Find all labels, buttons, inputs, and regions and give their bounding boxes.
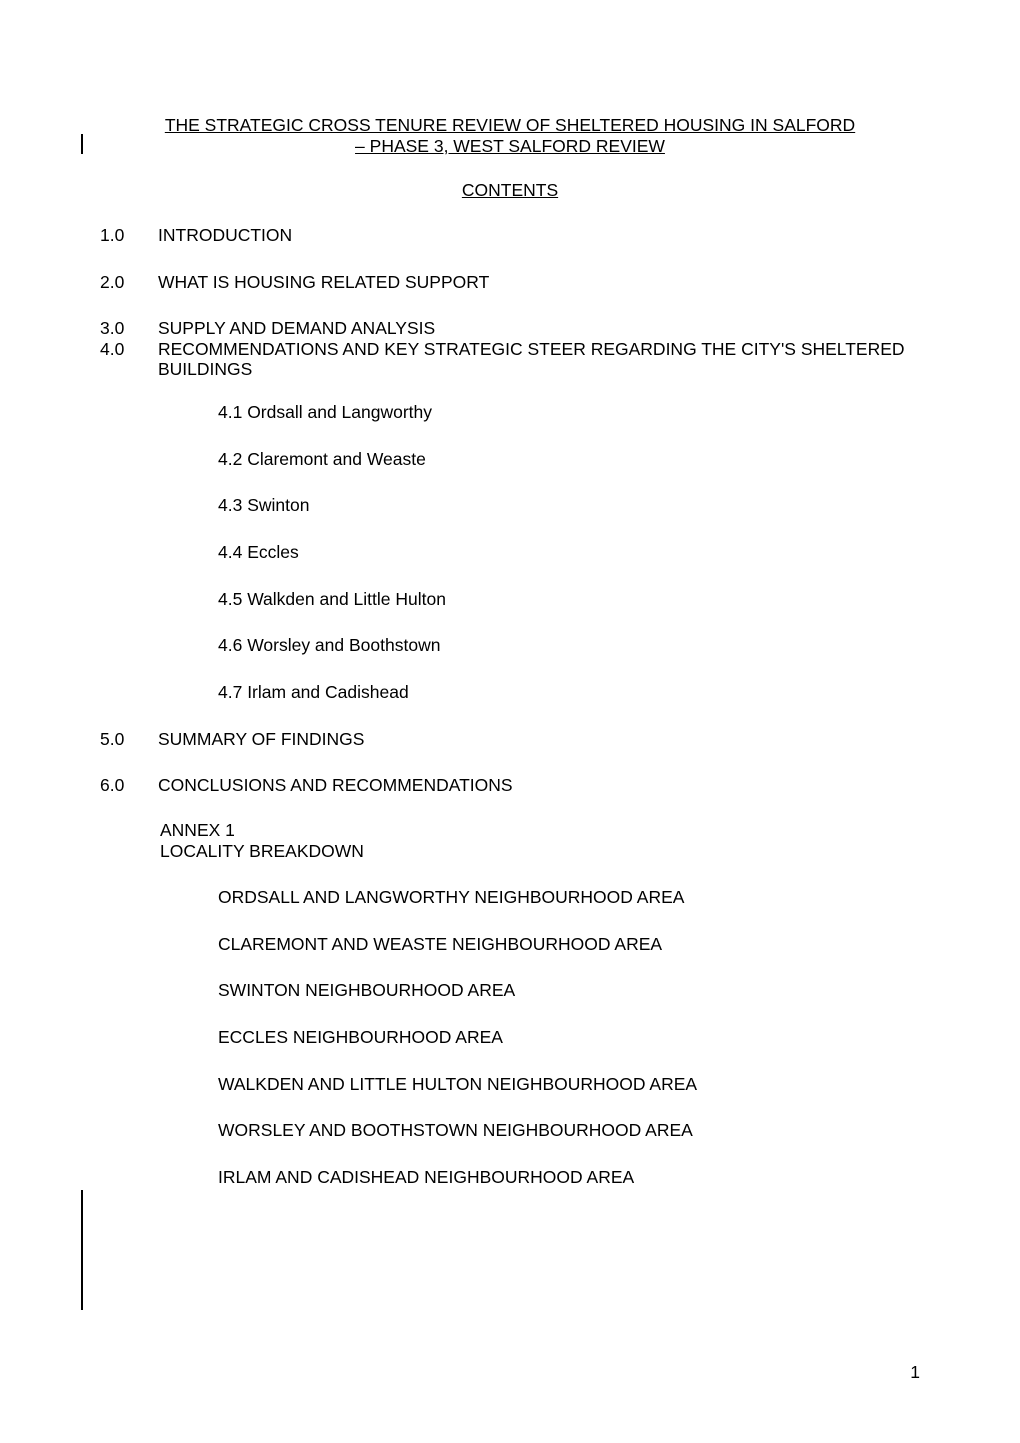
toc-label: CONCLUSIONS AND RECOMMENDATIONS bbox=[158, 775, 513, 796]
toc-subitem: 4.4 Eccles bbox=[218, 542, 920, 563]
annex-subtitle: LOCALITY BREAKDOWN bbox=[160, 841, 920, 862]
annex-area: WALKDEN AND LITTLE HULTON NEIGHBOURHOOD … bbox=[218, 1074, 920, 1095]
annex-area: SWINTON NEIGHBOURHOOD AREA bbox=[218, 980, 920, 1001]
document-title: THE STRATEGIC CROSS TENURE REVIEW OF SHE… bbox=[100, 115, 920, 156]
toc-row-6: 6.0 CONCLUSIONS AND RECOMMENDATIONS bbox=[100, 775, 920, 796]
revision-bar-top bbox=[81, 134, 83, 154]
annex-areas: ORDSALL AND LANGWORTHY NEIGHBOURHOOD ARE… bbox=[218, 887, 920, 1187]
toc-subitem: 4.6 Worsley and Boothstown bbox=[218, 635, 920, 656]
toc-subitem: 4.1 Ordsall and Langworthy bbox=[218, 402, 920, 423]
annex-area: WORSLEY AND BOOTHSTOWN NEIGHBOURHOOD ARE… bbox=[218, 1120, 920, 1141]
toc-number: 1.0 bbox=[100, 225, 158, 246]
annex-title: ANNEX 1 bbox=[160, 820, 920, 841]
toc-row-3: 3.0 SUPPLY AND DEMAND ANALYSIS bbox=[100, 318, 920, 339]
document-page: THE STRATEGIC CROSS TENURE REVIEW OF SHE… bbox=[0, 0, 1020, 1443]
annex-area: CLAREMONT AND WEASTE NEIGHBOURHOOD AREA bbox=[218, 934, 920, 955]
revision-bar-bottom bbox=[81, 1190, 83, 1310]
toc-row-2: 2.0 WHAT IS HOUSING RELATED SUPPORT bbox=[100, 272, 920, 293]
toc-number: 4.0 bbox=[100, 339, 158, 380]
annex-block: ANNEX 1 LOCALITY BREAKDOWN bbox=[160, 820, 920, 861]
toc-subitems: 4.1 Ordsall and Langworthy 4.2 Claremont… bbox=[218, 402, 920, 702]
toc-number: 3.0 bbox=[100, 318, 158, 339]
toc-subitem: 4.7 Irlam and Cadishead bbox=[218, 682, 920, 703]
toc-row-4: 4.0 RECOMMENDATIONS AND KEY STRATEGIC ST… bbox=[100, 339, 920, 380]
toc-subitem: 4.3 Swinton bbox=[218, 495, 920, 516]
toc-row-5: 5.0 SUMMARY OF FINDINGS bbox=[100, 729, 920, 750]
toc-label: RECOMMENDATIONS AND KEY STRATEGIC STEER … bbox=[158, 339, 920, 380]
toc-label: INTRODUCTION bbox=[158, 225, 292, 246]
page-number: 1 bbox=[910, 1362, 920, 1383]
title-line-1: THE STRATEGIC CROSS TENURE REVIEW OF SHE… bbox=[100, 115, 920, 136]
toc-number: 6.0 bbox=[100, 775, 158, 796]
contents-heading: CONTENTS bbox=[100, 180, 920, 201]
annex-area: ORDSALL AND LANGWORTHY NEIGHBOURHOOD ARE… bbox=[218, 887, 920, 908]
toc-number: 2.0 bbox=[100, 272, 158, 293]
toc-subitem: 4.2 Claremont and Weaste bbox=[218, 449, 920, 470]
toc-label: SUPPLY AND DEMAND ANALYSIS bbox=[158, 318, 435, 339]
annex-area: IRLAM AND CADISHEAD NEIGHBOURHOOD AREA bbox=[218, 1167, 920, 1188]
toc-subitem: 4.5 Walkden and Little Hulton bbox=[218, 589, 920, 610]
toc-number: 5.0 bbox=[100, 729, 158, 750]
title-line-2: – PHASE 3, WEST SALFORD REVIEW bbox=[100, 136, 920, 157]
toc-label: WHAT IS HOUSING RELATED SUPPORT bbox=[158, 272, 489, 293]
toc-row-1: 1.0 INTRODUCTION bbox=[100, 225, 920, 246]
annex-area: ECCLES NEIGHBOURHOOD AREA bbox=[218, 1027, 920, 1048]
toc-label: SUMMARY OF FINDINGS bbox=[158, 729, 364, 750]
